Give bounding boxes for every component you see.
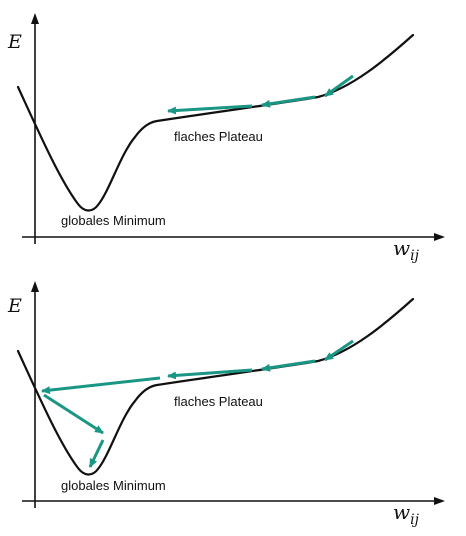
x-axis	[22, 497, 445, 505]
descent-arrow	[324, 339, 354, 362]
y-axis	[31, 13, 39, 244]
minimum-label: globales Minimum	[61, 478, 166, 493]
minimum-label: globales Minimum	[61, 213, 166, 228]
x-axis-label: wij	[393, 236, 420, 264]
descent-arrow	[167, 368, 253, 380]
descent-arrow	[43, 393, 104, 435]
y-axis-label: E	[7, 31, 22, 53]
y-axis	[31, 281, 39, 508]
y-axis-label: E	[7, 295, 22, 317]
descent-arrow	[167, 104, 253, 115]
x-axis	[22, 233, 445, 241]
descent-arrow	[41, 376, 161, 395]
panel-bottom: E wij flaches Plateau globales Minimum	[7, 281, 445, 528]
panel-top: E wij flaches Plateau globales Minimum	[7, 13, 445, 264]
descent-arrow	[261, 95, 316, 108]
plateau-label: flaches Plateau	[174, 394, 263, 409]
plateau-label: flaches Plateau	[174, 129, 263, 144]
descent-arrows	[167, 74, 354, 115]
x-axis-label: wij	[393, 500, 420, 528]
descent-arrow	[88, 439, 105, 468]
descent-arrow	[324, 74, 354, 98]
error-curve	[16, 33, 415, 212]
descent-arrow	[261, 359, 316, 372]
x-axis-subscript: ij	[410, 248, 419, 264]
x-axis-variable: w	[393, 236, 410, 260]
error-curve	[16, 297, 415, 476]
x-axis-subscript: ij	[410, 512, 419, 528]
descent-arrows	[41, 339, 354, 468]
x-axis-variable: w	[393, 500, 410, 524]
